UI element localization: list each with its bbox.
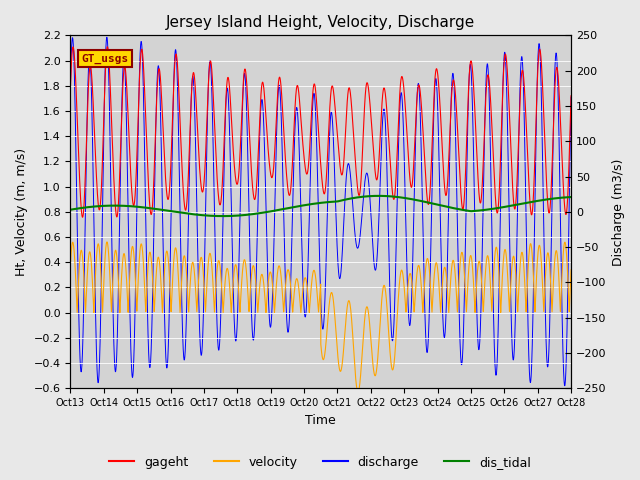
Text: GT_usgs: GT_usgs [81,54,129,64]
Y-axis label: Ht, Velocity (m, m/s): Ht, Velocity (m, m/s) [15,148,28,276]
Y-axis label: Discharge (m3/s): Discharge (m3/s) [612,158,625,265]
Legend: gageht, velocity, discharge, dis_tidal: gageht, velocity, discharge, dis_tidal [104,451,536,474]
X-axis label: Time: Time [305,414,336,427]
Title: Jersey Island Height, Velocity, Discharge: Jersey Island Height, Velocity, Discharg… [166,15,476,30]
